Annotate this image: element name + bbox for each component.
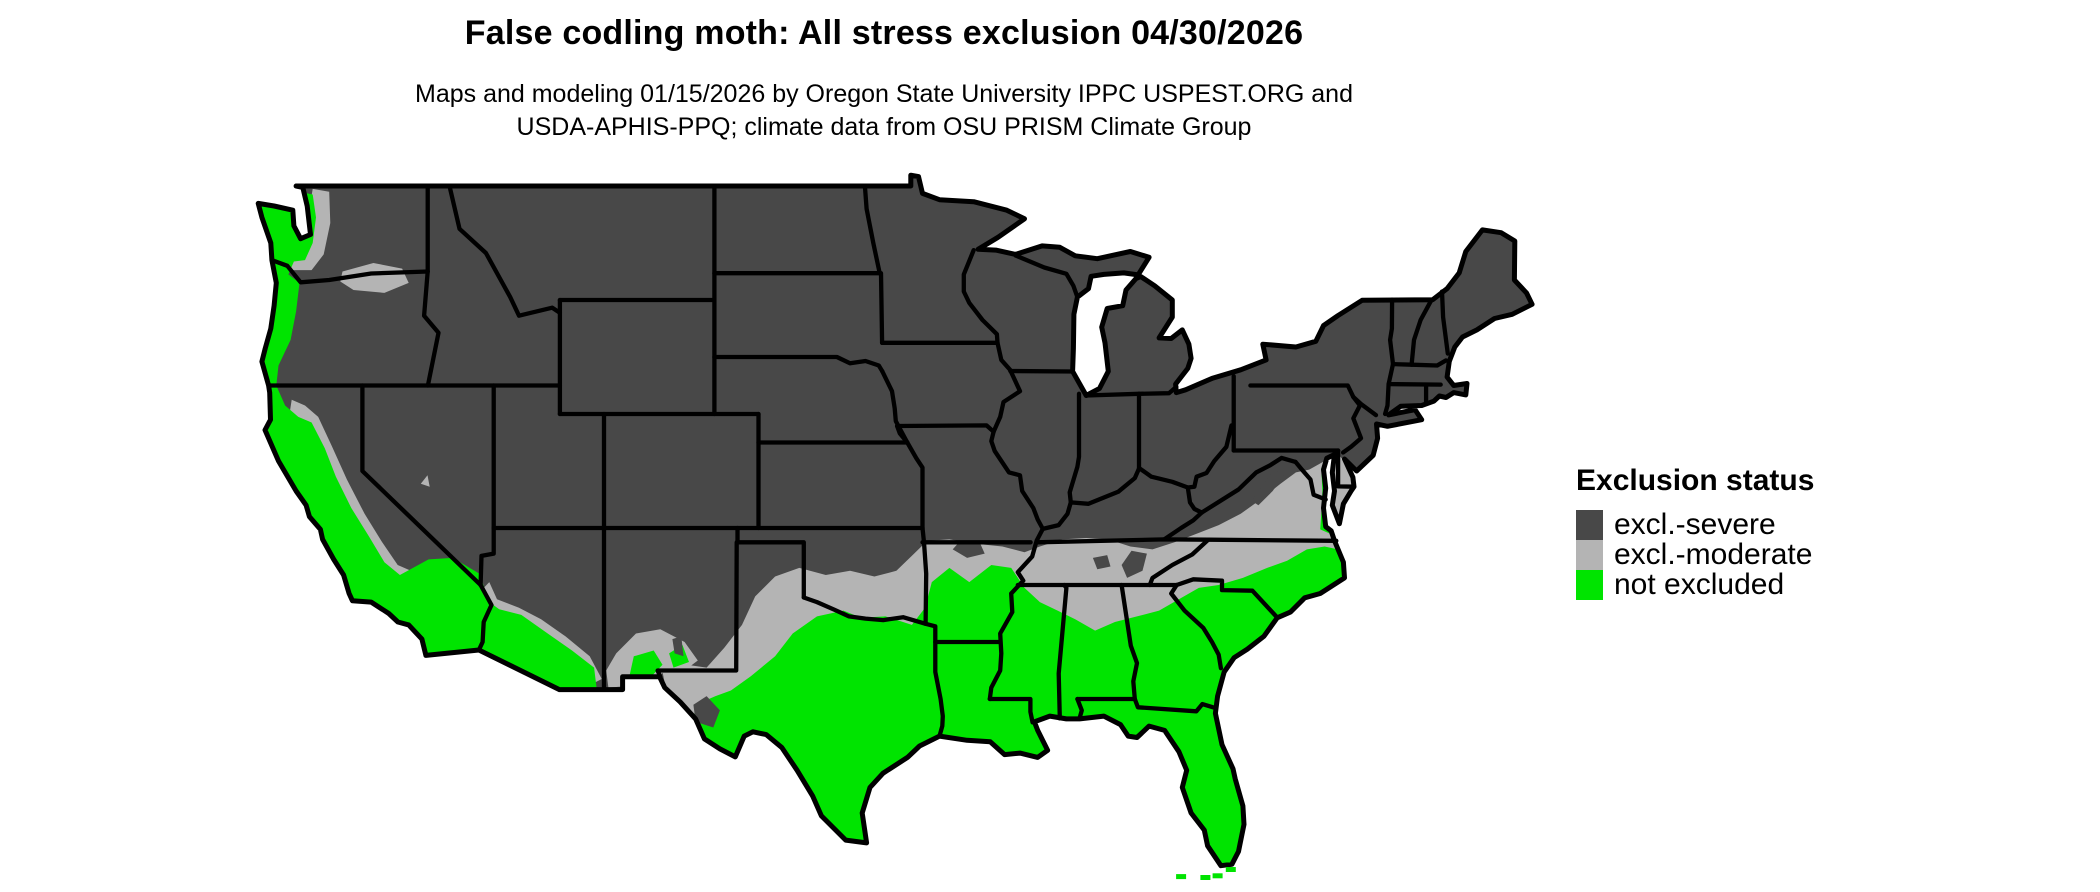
state-border-line xyxy=(1056,582,1069,721)
legend-label-not-excluded: not excluded xyxy=(1614,568,1785,601)
state-border-line xyxy=(923,621,945,739)
state-border-line xyxy=(987,696,1035,725)
legend-swatch-not-excluded-icon xyxy=(1576,570,1603,600)
zone-not-excluded xyxy=(629,650,663,677)
state-border-line xyxy=(1199,455,1298,515)
state-border-line xyxy=(447,183,563,318)
legend-item-severe: excl.-severe xyxy=(1576,510,1814,540)
state-border-line xyxy=(1075,696,1084,721)
state-border-line xyxy=(1084,384,1179,398)
legend-swatch-severe-icon xyxy=(1576,510,1603,540)
state-border-line xyxy=(1390,358,1449,368)
state-border-line xyxy=(1119,582,1140,702)
zone-moderate xyxy=(420,475,430,487)
state-border-line xyxy=(905,440,925,531)
state-border-line xyxy=(1169,582,1224,671)
state-border-line xyxy=(862,183,882,276)
state-border-line xyxy=(655,540,739,679)
state-border-line xyxy=(1075,696,1216,714)
subtitle-line-1: Maps and modeling 01/15/2026 by Oregon S… xyxy=(415,80,1353,108)
state-border-line xyxy=(1439,289,1450,356)
zone-severe-patch xyxy=(1092,555,1111,570)
state-border-line xyxy=(421,269,441,388)
state-border-line xyxy=(878,271,885,345)
florida-keys-speck xyxy=(1200,875,1211,880)
legend-label-moderate: excl.-moderate xyxy=(1614,538,1813,571)
state-border-line xyxy=(1008,368,1076,374)
florida-keys-speck xyxy=(1176,874,1187,880)
state-border-line xyxy=(987,526,1045,702)
state-border-line xyxy=(894,423,996,434)
legend-item-moderate: excl.-moderate xyxy=(1576,540,1814,570)
zone-severe-patch xyxy=(952,540,985,558)
state-border-line xyxy=(1335,448,1357,489)
state-border-line xyxy=(1409,297,1434,367)
state-border-line xyxy=(476,582,494,653)
state-border-line xyxy=(1340,394,1364,455)
us-coastline-outline xyxy=(255,172,1535,869)
zone-severe-patch xyxy=(693,696,720,728)
legend-item-not-excluded: not excluded xyxy=(1576,570,1814,600)
legend-label-severe: excl.-severe xyxy=(1614,508,1776,541)
state-border-line xyxy=(801,595,928,626)
state-border-line xyxy=(1386,381,1443,387)
state-border-line xyxy=(269,257,430,285)
state-border-line xyxy=(735,540,806,600)
zone-moderate xyxy=(284,188,331,271)
state-border-line xyxy=(360,383,483,588)
state-border-line xyxy=(1034,537,1339,545)
state-border-line xyxy=(1147,537,1211,588)
map-legend: Exclusion status excl.-severe excl.-mode… xyxy=(1576,464,1814,600)
map-title: False codling moth: All stress exclusion… xyxy=(464,14,1304,52)
zone-severe-patch xyxy=(1121,550,1147,578)
state-border-line xyxy=(1293,459,1328,502)
legend-title: Exclusion status xyxy=(1576,464,1815,497)
state-border-line xyxy=(1185,485,1204,515)
state-border-line xyxy=(880,369,910,445)
state-border-line xyxy=(712,354,885,374)
state-border-line xyxy=(1013,253,1080,300)
state-border-line xyxy=(920,525,929,626)
subtitle-line-2: USDA-APHIS-PPQ; climate data from OSU PR… xyxy=(516,113,1252,141)
florida-keys-speck xyxy=(1212,873,1223,879)
state-border-line xyxy=(1162,510,1204,542)
zone-moderate xyxy=(340,263,409,293)
florida-keys-speck xyxy=(1225,867,1236,872)
state-border-line xyxy=(1174,577,1280,620)
map-subtitle: Maps and modeling 01/15/2026 by Oregon S… xyxy=(0,78,1768,144)
zone-severe-patch xyxy=(1251,469,1284,506)
zone-severe-patch xyxy=(672,636,684,657)
zone-not-excluded xyxy=(669,644,689,668)
state-border-line xyxy=(1067,391,1082,505)
state-border-line xyxy=(961,247,1045,532)
state-borders xyxy=(266,183,1450,739)
state-border-line xyxy=(478,383,496,588)
legend-swatch-moderate-icon xyxy=(1576,540,1603,570)
florida-keys xyxy=(1176,867,1236,880)
